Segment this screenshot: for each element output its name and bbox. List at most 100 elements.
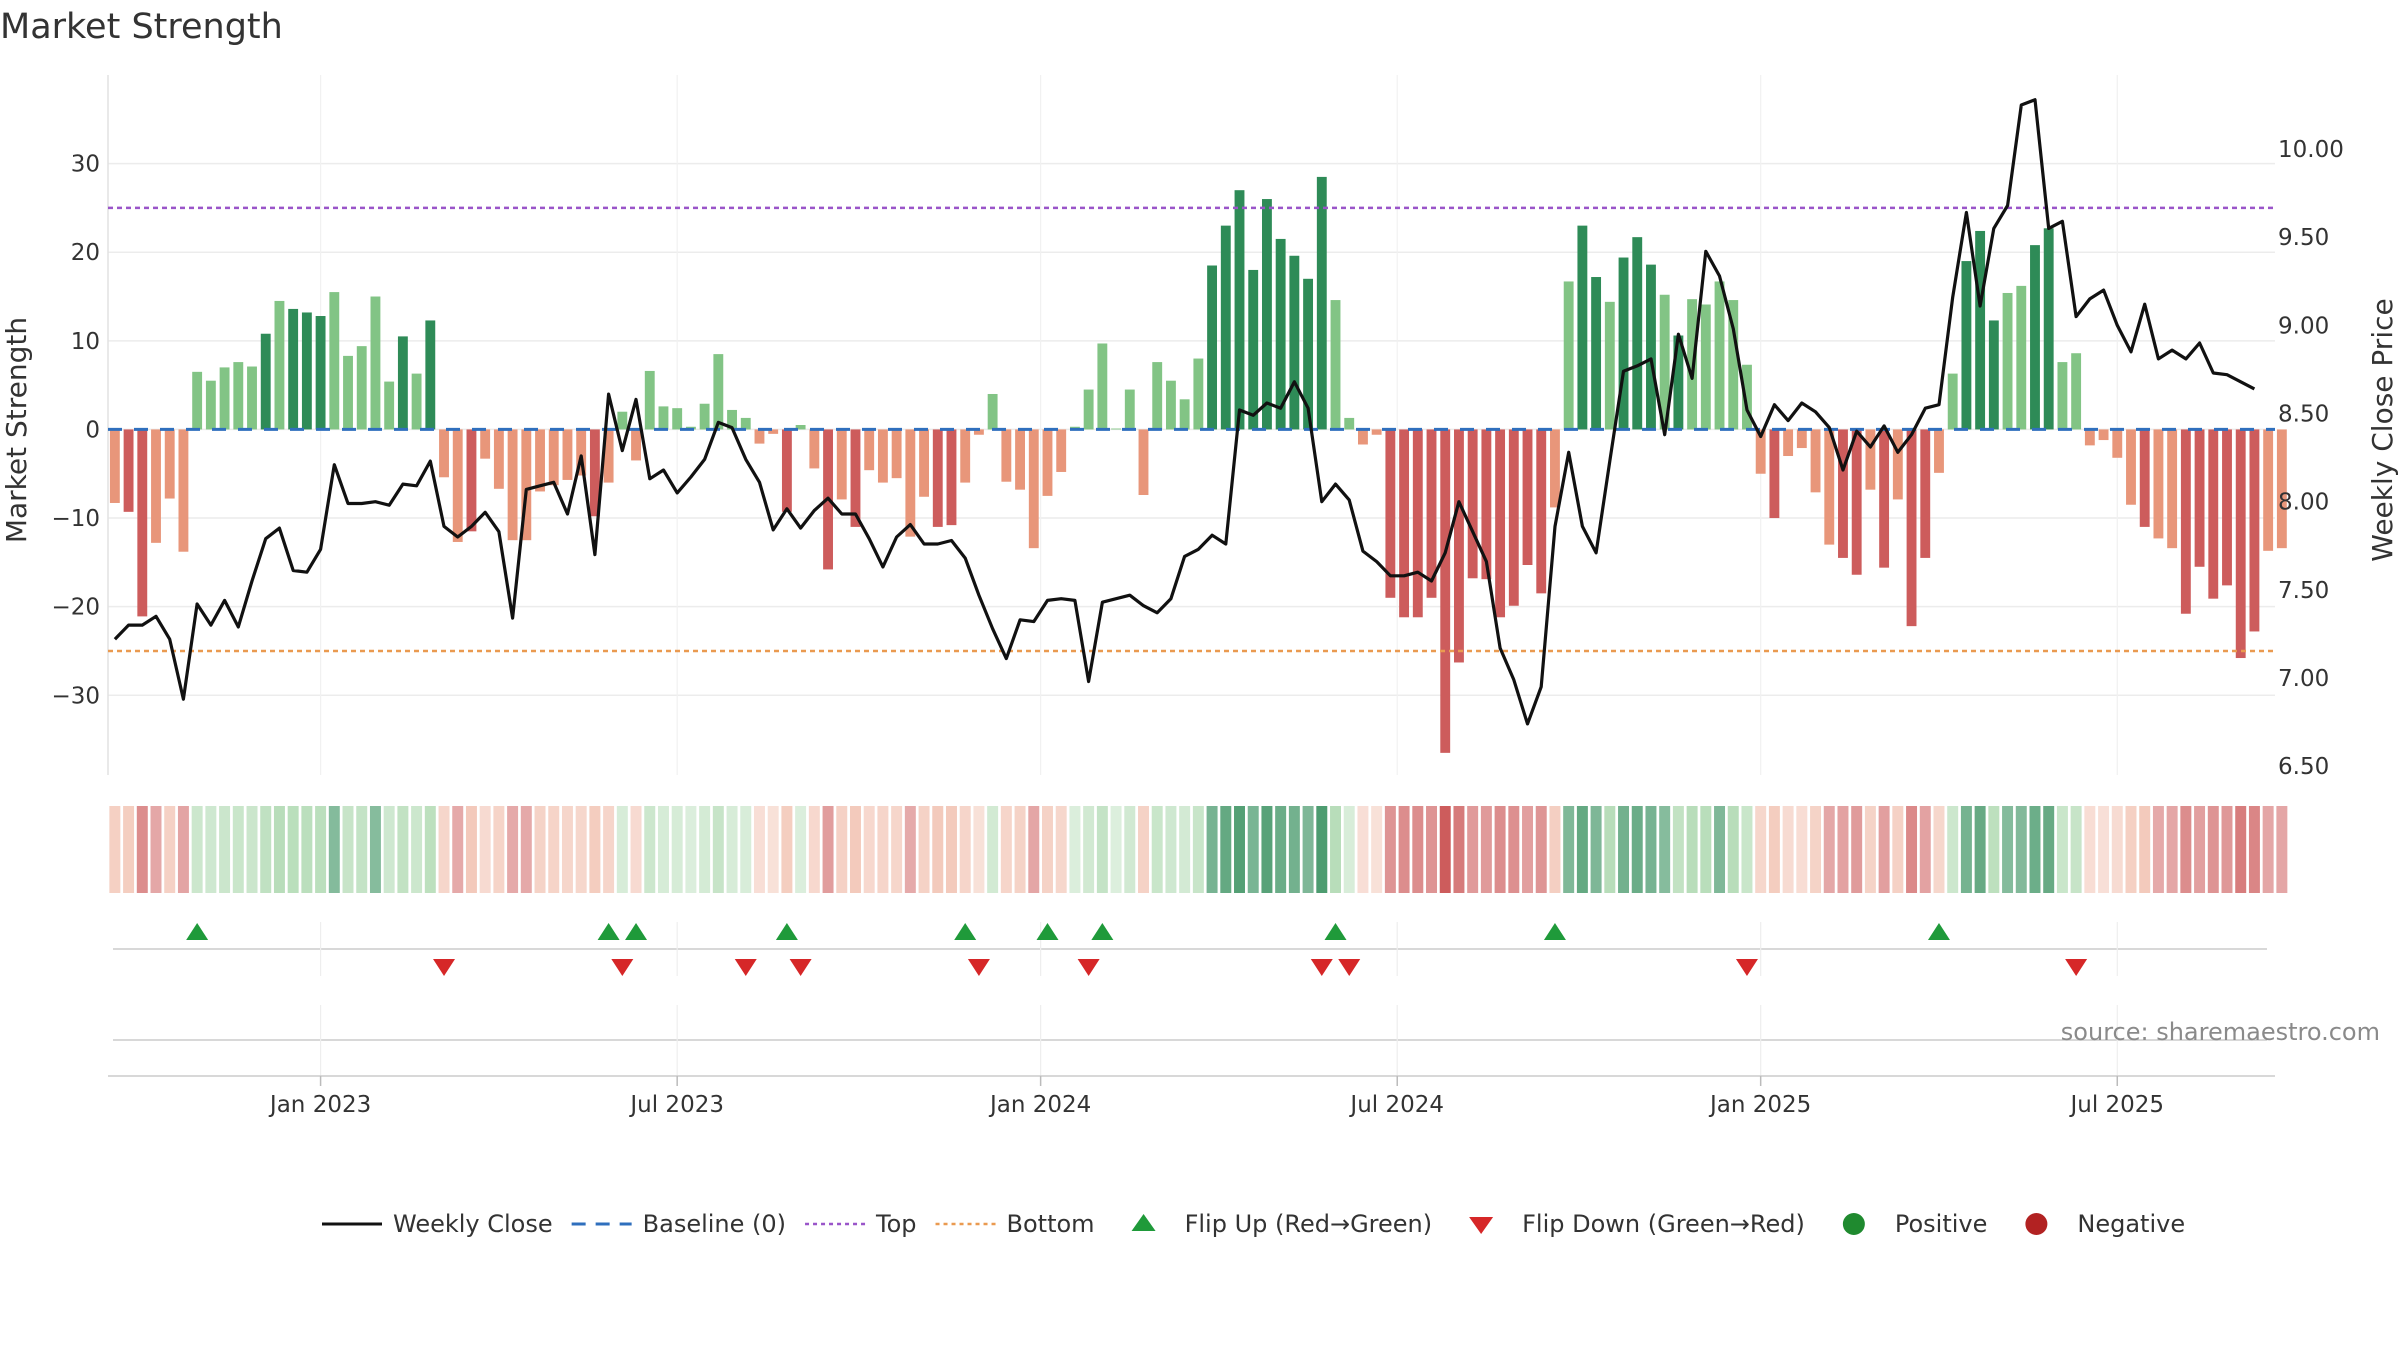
heat-cell (877, 806, 889, 893)
strength-bar (1385, 429, 1396, 598)
legend-label: Negative (2077, 1210, 2185, 1238)
heat-cell (1974, 806, 1986, 893)
heat-cell (1014, 806, 1026, 893)
heat-cell (1714, 806, 1726, 893)
strength-bar (1700, 304, 1711, 430)
strength-bar (1659, 294, 1670, 430)
heat-cell (1453, 806, 1465, 893)
strength-bar (1289, 255, 1300, 430)
strength-bar (603, 429, 614, 483)
heat-cell (2070, 806, 2082, 893)
heat-cell (2098, 806, 2110, 893)
heat-cell (1494, 806, 1506, 893)
y-right-tick-label: 10.00 (2278, 137, 2344, 163)
heat-cell (356, 806, 368, 893)
strength-bar (1275, 238, 1286, 430)
legend-label: Weekly Close (393, 1210, 553, 1238)
heat-cell (1618, 806, 1630, 893)
strength-bar (864, 429, 875, 471)
heat-cell (507, 806, 519, 893)
strength-bar (1591, 277, 1602, 430)
strength-bar (617, 411, 628, 430)
heat-cell (150, 806, 162, 893)
heat-cell (1659, 806, 1671, 893)
strength-bar (1742, 364, 1752, 430)
legend-negative-swatch (2025, 1213, 2048, 1235)
heat-cell (1851, 806, 1863, 893)
heat-cell (1179, 806, 1191, 893)
flip-up-marker (1091, 923, 1114, 940)
heat-cell (918, 806, 930, 893)
strength-bar (1316, 176, 1327, 430)
strength-bar (1865, 429, 1876, 490)
heat-cell (1755, 806, 1767, 893)
heat-cell (109, 806, 121, 893)
strength-bar (2180, 429, 2191, 614)
y-right-tick-label: 8.00 (2278, 490, 2329, 516)
strength-bar (480, 429, 491, 459)
y-left-tick-label: 0 (85, 417, 100, 443)
flip-markers-panel (113, 922, 2267, 1076)
strength-bar (809, 429, 820, 469)
heat-cell (2221, 806, 2233, 893)
y-left-tick-label: −20 (51, 595, 100, 621)
strength-bar (973, 429, 984, 435)
heat-cell (973, 806, 985, 893)
strength-bar (1330, 300, 1341, 430)
heat-cell (959, 806, 971, 893)
heat-cell (260, 806, 272, 893)
strength-bar (301, 312, 312, 430)
strength-bar (1810, 429, 1821, 493)
strength-bar (1261, 199, 1272, 430)
heat-cell (1330, 806, 1341, 893)
strength-bar (891, 429, 902, 479)
strength-bar (781, 429, 792, 512)
x-tick-label: Jul 2025 (2068, 1092, 2164, 1118)
heat-cell (1069, 806, 1081, 893)
strength-bar (1344, 417, 1355, 430)
strength-bar (658, 406, 669, 430)
strength-bar (836, 429, 847, 500)
flip-down-marker (433, 959, 456, 976)
strength-bar (1728, 300, 1739, 430)
strength-heat-strip (109, 806, 2288, 893)
strength-bar (1604, 301, 1615, 430)
heat-cell (452, 806, 464, 893)
heat-cell (1906, 806, 1918, 893)
heat-cell (273, 806, 285, 893)
heat-cell (1151, 806, 1163, 893)
strength-bar (164, 429, 175, 499)
legend-flip-down-swatch (1469, 1217, 1494, 1234)
legend: Weekly Close Baseline (0) Top Bottom Flip Up… (322, 1210, 2185, 1238)
strength-bar (1495, 429, 1506, 618)
heat-cell (548, 806, 560, 893)
strength-bar (1111, 428, 1122, 430)
strength-bar (1563, 281, 1574, 430)
heat-cell (328, 806, 340, 893)
strength-bar (1028, 429, 1039, 549)
heat-cell (1055, 806, 1067, 893)
strength-bar (384, 381, 395, 430)
strength-bar (288, 308, 299, 430)
strength-bar (274, 300, 285, 430)
strength-bar (1522, 429, 1533, 565)
heat-cell (397, 806, 409, 893)
heat-cell (603, 806, 615, 893)
heat-cell (2276, 806, 2288, 893)
strength-bar (2167, 429, 2178, 549)
heat-cell (1631, 806, 1643, 893)
heat-cell (2029, 806, 2041, 893)
legend-label: Flip Up (Red→Green) (1185, 1210, 1433, 1238)
heat-cell (932, 806, 944, 893)
flip-up-marker (597, 923, 620, 940)
heat-cell (863, 806, 875, 893)
heat-cell (2002, 806, 2014, 893)
strength-bar (754, 429, 765, 444)
strength-bar (2084, 429, 2095, 446)
heat-cell (904, 806, 916, 893)
strength-bar (2112, 429, 2123, 458)
heat-cell (1261, 806, 1273, 893)
heat-cell (2015, 806, 2027, 893)
strength-bar (535, 429, 545, 492)
strength-bar (1152, 362, 1163, 430)
